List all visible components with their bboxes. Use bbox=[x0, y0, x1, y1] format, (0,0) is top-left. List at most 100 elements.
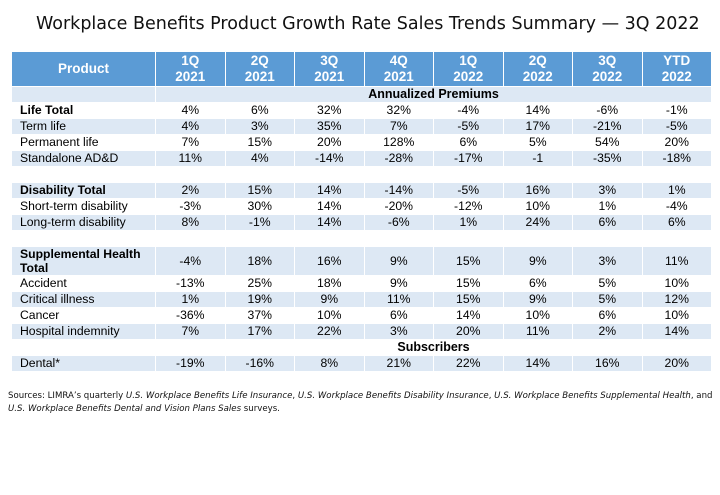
page-title: Workplace Benefits Product Growth Rate S… bbox=[36, 14, 700, 34]
table-row-supplemental-health-total: Supplemental Health Total -4% 18% 16% 9% 15% 9… bbox=[11, 246, 712, 276]
value-cell: -5% bbox=[433, 182, 504, 199]
spacer-cell bbox=[433, 230, 504, 247]
table-row-standalone-add: Standalone AD&D 11% 4% -14% -28% -17% -1 -35% -1… bbox=[11, 150, 712, 167]
value-cell: 2% bbox=[155, 182, 226, 199]
value-cell: 30% bbox=[224, 198, 295, 215]
value-cell: -20% bbox=[363, 198, 434, 215]
row-label: Critical illness bbox=[11, 291, 156, 308]
value-cell: -5% bbox=[433, 118, 504, 135]
column-header-quarter: 1Q bbox=[181, 53, 200, 68]
value-cell: 10% bbox=[641, 307, 712, 324]
section-row-subscribers: Subscribers bbox=[11, 339, 712, 356]
value-cell: 15% bbox=[224, 134, 295, 151]
value-cell: -14% bbox=[363, 182, 434, 199]
value-cell: -14% bbox=[294, 150, 365, 167]
spacer-cell bbox=[11, 230, 156, 247]
column-header-quarter: 3Q bbox=[598, 53, 617, 68]
value-cell: 10% bbox=[502, 307, 573, 324]
value-cell: 3% bbox=[572, 246, 643, 276]
value-cell: 24% bbox=[502, 214, 573, 231]
value-cell: 25% bbox=[224, 275, 295, 292]
value-cell: 16% bbox=[572, 355, 643, 372]
value-cell: 1% bbox=[155, 291, 226, 308]
section-spacer-cell bbox=[11, 339, 156, 356]
column-header: YTD 2022 bbox=[641, 51, 712, 87]
table-row-accident: Accident -13% 25% 18% 9% 15% 6% 5% 10% bbox=[11, 275, 712, 292]
spacer-cell bbox=[294, 230, 365, 247]
value-cell: 3% bbox=[363, 323, 434, 340]
value-cell: -13% bbox=[155, 275, 226, 292]
value-cell: 1% bbox=[641, 182, 712, 199]
column-header-year: 2021 bbox=[175, 69, 206, 84]
spacer-cell bbox=[641, 230, 712, 247]
table-row-life-total: Life Total 4% 6% 32% 32% -4% 14% -6% -1% bbox=[11, 102, 712, 119]
column-header-quarter: 3Q bbox=[320, 53, 339, 68]
row-label: Dental* bbox=[11, 355, 156, 372]
value-cell: 32% bbox=[294, 102, 365, 119]
spacer-cell bbox=[11, 166, 156, 183]
spacer-cell bbox=[294, 166, 365, 183]
value-cell: 3% bbox=[572, 182, 643, 199]
column-header-year: 2022 bbox=[592, 69, 623, 84]
row-label: Standalone AD&D bbox=[11, 150, 156, 167]
value-cell: 18% bbox=[224, 246, 295, 276]
value-cell: 9% bbox=[363, 246, 434, 276]
row-label: Life Total bbox=[11, 102, 156, 119]
column-header-year: 2022 bbox=[453, 69, 484, 84]
value-cell: 9% bbox=[502, 246, 573, 276]
value-cell: 6% bbox=[572, 214, 643, 231]
value-cell: -4% bbox=[433, 102, 504, 119]
spacer-cell bbox=[502, 166, 573, 183]
table-row-dental: Dental* -19% -16% 8% 21% 22% 14% 16% 20% bbox=[11, 355, 712, 372]
column-header-year: 2021 bbox=[244, 69, 275, 84]
value-cell: -4% bbox=[155, 246, 226, 276]
value-cell: 6% bbox=[641, 214, 712, 231]
column-header: 1Q 2022 bbox=[433, 51, 504, 87]
spacer-cell bbox=[572, 230, 643, 247]
value-cell: 22% bbox=[433, 355, 504, 372]
section-spacer-cell bbox=[11, 86, 156, 103]
value-cell: 20% bbox=[641, 355, 712, 372]
row-label: Hospital indemnity bbox=[11, 323, 156, 340]
value-cell: -12% bbox=[433, 198, 504, 215]
value-cell: 6% bbox=[502, 275, 573, 292]
section-title: Subscribers bbox=[155, 339, 712, 356]
value-cell: 54% bbox=[572, 134, 643, 151]
value-cell: 20% bbox=[294, 134, 365, 151]
column-header-quarter: 4Q bbox=[389, 53, 408, 68]
table-row-short-term-disability: Short-term disability -3% 30% 14% -20% -12% 10… bbox=[11, 198, 712, 215]
value-cell: 17% bbox=[502, 118, 573, 135]
value-cell: 22% bbox=[294, 323, 365, 340]
value-cell: 7% bbox=[155, 134, 226, 151]
value-cell: 9% bbox=[363, 275, 434, 292]
footnote-text: surveys. bbox=[241, 404, 280, 414]
value-cell: -16% bbox=[224, 355, 295, 372]
value-cell: 14% bbox=[294, 198, 365, 215]
sources-footnote: Sources: LIMRA’s quarterly U.S. Workplac… bbox=[8, 390, 716, 416]
footnote-survey-title: U.S. Workplace Benefits Supplemental Hea… bbox=[494, 391, 691, 401]
value-cell: 11% bbox=[502, 323, 573, 340]
column-header: 1Q 2021 bbox=[155, 51, 226, 87]
value-cell: 7% bbox=[155, 323, 226, 340]
row-label: Accident bbox=[11, 275, 156, 292]
value-cell: -6% bbox=[363, 214, 434, 231]
value-cell: 5% bbox=[572, 291, 643, 308]
value-cell: -4% bbox=[641, 198, 712, 215]
column-header-product: Product bbox=[11, 51, 156, 87]
value-cell: -1% bbox=[224, 214, 295, 231]
value-cell: 14% bbox=[294, 214, 365, 231]
section-row-annualized-premiums: Annualized Premiums bbox=[11, 86, 712, 103]
value-cell: -35% bbox=[572, 150, 643, 167]
value-cell: -19% bbox=[155, 355, 226, 372]
row-label: Term life bbox=[11, 118, 156, 135]
table-row-permanent-life: Permanent life 7% 15% 20% 128% 6% 5% 54% 20% bbox=[11, 134, 712, 151]
value-cell: 37% bbox=[224, 307, 295, 324]
column-header-quarter: 2Q bbox=[528, 53, 547, 68]
value-cell: -6% bbox=[572, 102, 643, 119]
spacer-cell bbox=[433, 166, 504, 183]
column-header: 3Q 2022 bbox=[572, 51, 643, 87]
value-cell: 15% bbox=[433, 275, 504, 292]
value-cell: 17% bbox=[224, 323, 295, 340]
value-cell: 20% bbox=[641, 134, 712, 151]
value-cell: -3% bbox=[155, 198, 226, 215]
